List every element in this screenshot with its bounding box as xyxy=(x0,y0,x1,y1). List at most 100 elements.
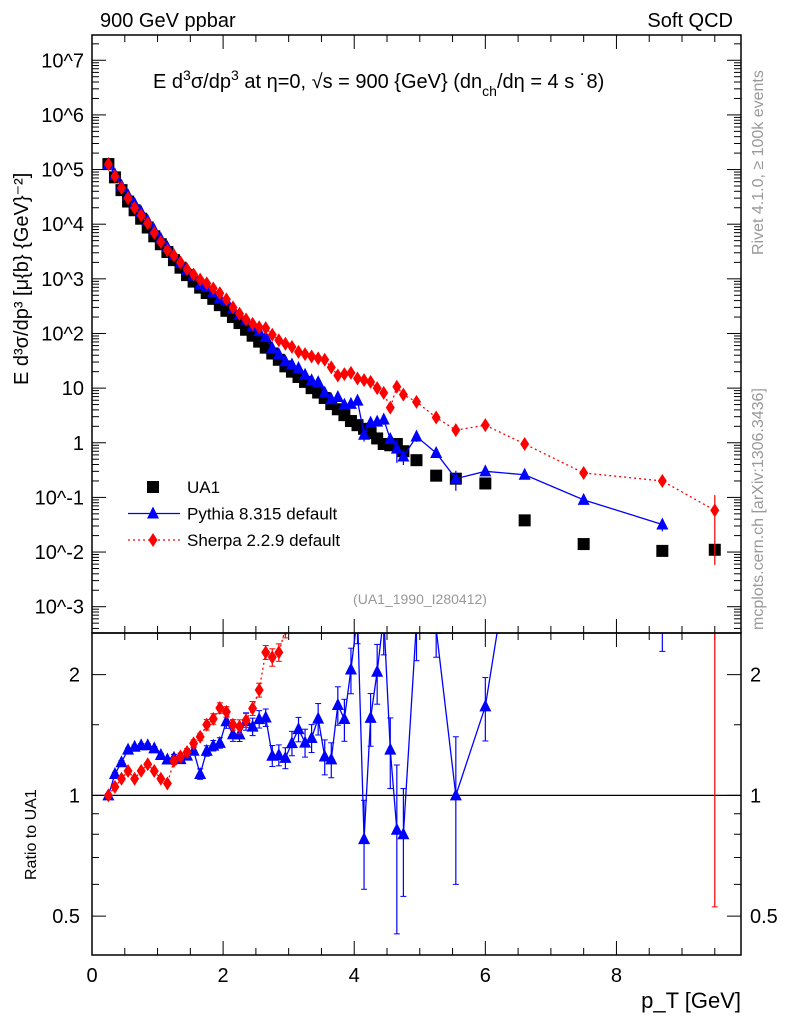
main-panel xyxy=(102,157,721,565)
pythia-point xyxy=(299,367,312,380)
pythia-ratio-point xyxy=(305,731,318,744)
pythia-ratio-point xyxy=(154,748,167,761)
sherpa-ratio-point xyxy=(241,713,251,728)
y-tick-label: 1 xyxy=(73,433,84,455)
pythia-ratio-point xyxy=(194,767,207,780)
ua1-point xyxy=(518,514,531,527)
sherpa-point xyxy=(280,336,290,351)
sherpa-ratio-point xyxy=(274,645,284,660)
pythia-ratio-point xyxy=(325,752,338,765)
ratio-tick-label: 2 xyxy=(69,665,80,687)
pythia-point xyxy=(331,389,344,402)
legend-marker-pythia xyxy=(147,506,159,519)
sherpa-point xyxy=(412,394,421,409)
sherpa-ratio-point xyxy=(123,764,133,779)
sherpa-ratio-point xyxy=(195,729,205,744)
sherpa-point xyxy=(520,436,530,451)
sherpa-point xyxy=(117,180,126,195)
pythia-point xyxy=(449,471,462,484)
pythia-ratio-point xyxy=(411,615,423,627)
analysis-id: (UA1_1990_I280412) xyxy=(353,591,487,607)
sherpa-point xyxy=(143,216,153,231)
sherpa-point xyxy=(294,344,303,359)
y-axis-label: E d³σ/dp³ [μ{b} {GeV}⁻²] xyxy=(11,173,33,385)
pythia-ratio-point xyxy=(312,711,325,724)
sherpa-point xyxy=(176,255,185,270)
pythia-point xyxy=(397,449,410,462)
pythia-ratio-point xyxy=(279,750,292,763)
sherpa-point xyxy=(313,351,323,366)
sherpa-ratio-point xyxy=(301,584,310,598)
sherpa-point xyxy=(156,234,166,249)
pythia-point xyxy=(312,375,325,388)
side-label-rivet: Rivet 4.1.0, ≥ 100k events xyxy=(750,70,767,255)
pythia-point xyxy=(266,341,279,354)
x-tick-label: 6 xyxy=(480,965,491,987)
sherpa-ratio-point xyxy=(579,267,588,281)
sherpa-point xyxy=(221,292,231,307)
sherpa-point xyxy=(169,248,179,263)
pythia-ratio-point xyxy=(519,453,531,465)
ua1-point xyxy=(656,544,669,557)
pythia-ratio-point xyxy=(378,609,390,621)
sherpa-ratio-line xyxy=(107,633,285,796)
sherpa-ratio-point xyxy=(353,446,362,460)
pythia-ratio-point xyxy=(115,755,128,768)
sherpa-ratio-point xyxy=(399,373,408,387)
ratio-tick-label: 1 xyxy=(69,785,80,807)
ratio-tick-label-right: 0.5 xyxy=(750,906,778,928)
legend-marker-sherpa xyxy=(148,533,158,547)
ratio-frame xyxy=(91,632,742,956)
pythia-ratio-point xyxy=(108,767,121,780)
ratio-tick-label: 0.5 xyxy=(52,906,80,928)
legend-marker-ua1 xyxy=(147,481,159,493)
sherpa-ratio-point xyxy=(228,717,238,732)
sherpa-ratio-point xyxy=(307,556,316,570)
sherpa-ratio-point xyxy=(432,361,441,375)
y-tick-label: 10^4 xyxy=(41,214,84,236)
y-tick-label: 10^-3 xyxy=(35,597,84,619)
sherpa-point xyxy=(385,400,395,415)
pythia-ratio-point xyxy=(430,633,443,634)
pythia-ratio-point xyxy=(352,608,364,620)
sherpa-point xyxy=(339,367,349,382)
sherpa-point xyxy=(333,368,343,383)
pythia-ratio-point xyxy=(358,832,371,845)
y-tick-label: 10^-1 xyxy=(35,487,84,509)
pythia-point xyxy=(279,354,292,367)
pythia-ratio-point xyxy=(318,749,331,762)
header-right: Soft QCD xyxy=(647,10,733,32)
sherpa-ratio-point xyxy=(658,275,667,289)
legend-label-ua1: UA1 xyxy=(187,478,220,497)
sherpa-ratio-point xyxy=(110,779,120,794)
sherpa-point xyxy=(657,473,667,488)
sherpa-ratio-point xyxy=(235,719,244,734)
x-tick-label: 0 xyxy=(86,965,97,987)
sherpa-ratio-point xyxy=(386,512,395,526)
sherpa-point xyxy=(130,200,140,215)
pythia-ratio-point xyxy=(213,735,226,748)
sherpa-ratio-point xyxy=(412,360,421,374)
pythia-ratio-point xyxy=(449,788,462,801)
sherpa-ratio-point xyxy=(189,736,199,751)
pythia-point xyxy=(577,492,590,505)
sherpa-ratio-point xyxy=(117,771,126,786)
sherpa-point xyxy=(366,374,376,389)
pythia-ratio-point xyxy=(397,827,410,840)
sherpa-point xyxy=(451,423,461,438)
pythia-point xyxy=(292,360,305,373)
sherpa-point xyxy=(215,286,225,301)
side-label-mcplots: mcplots.cern.ch [arXiv:1306.3436] xyxy=(750,388,767,630)
pythia-ratio-point xyxy=(371,664,384,677)
pythia-point xyxy=(272,347,285,360)
pythia-ratio-point xyxy=(148,741,161,754)
sherpa-point xyxy=(372,381,382,396)
sherpa-ratio-point xyxy=(340,488,349,502)
sherpa-point xyxy=(241,312,251,327)
sherpa-ratio-point xyxy=(215,700,225,715)
sherpa-ratio-point xyxy=(267,650,277,665)
x-tick-label: 4 xyxy=(349,965,360,987)
y-tick-label: 10^6 xyxy=(41,105,84,127)
pythia-ratio-point xyxy=(200,743,213,756)
sherpa-point xyxy=(287,339,297,354)
